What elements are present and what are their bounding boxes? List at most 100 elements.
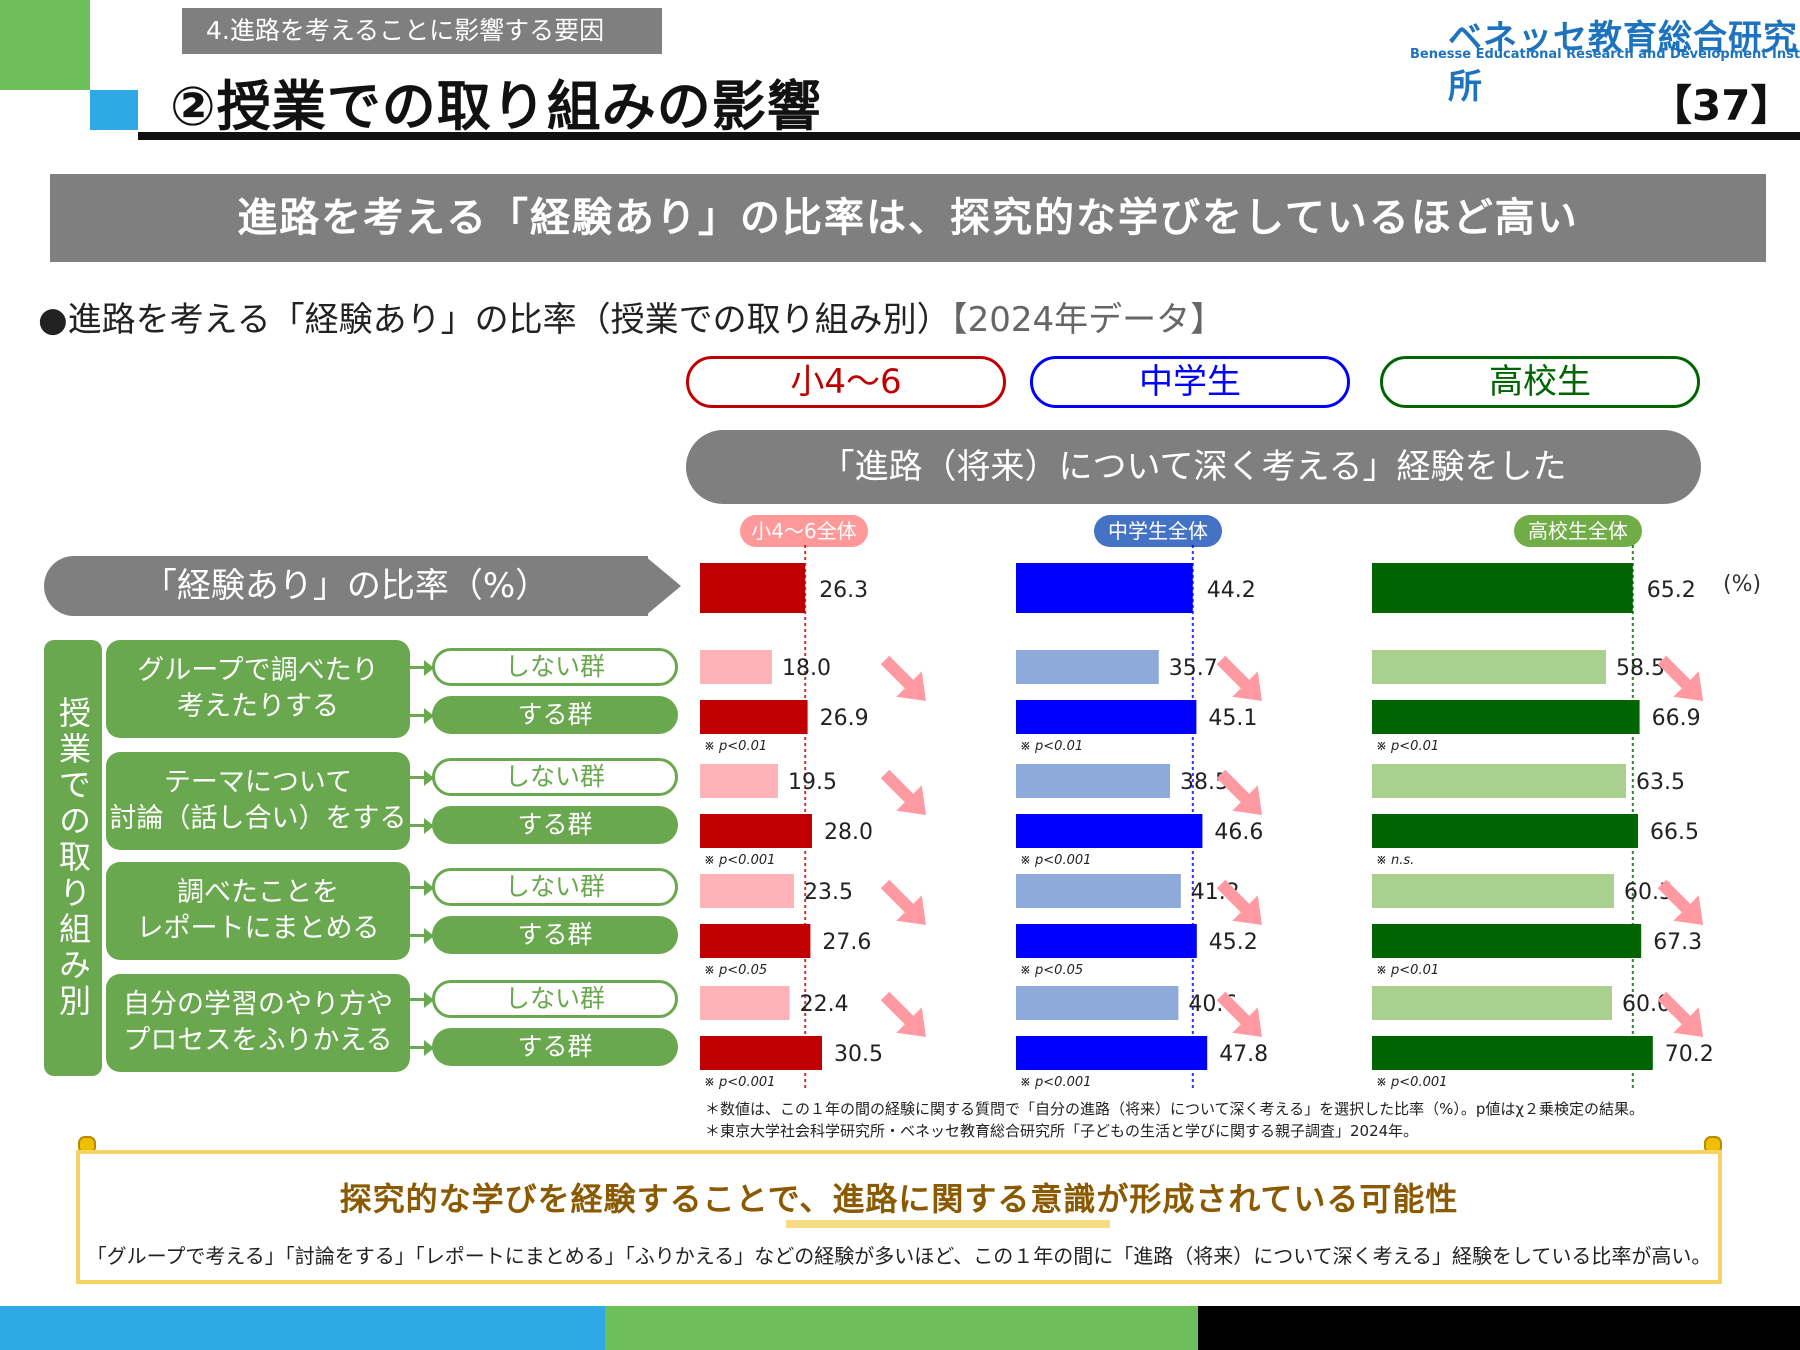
footer-bar-blue bbox=[0, 1306, 605, 1350]
yes-group-value-label: 45.2 bbox=[1209, 930, 1258, 955]
no-group-bar bbox=[700, 764, 778, 798]
trend-arrow-icon bbox=[1216, 655, 1263, 702]
footer-bar-black bbox=[1198, 1306, 1800, 1350]
trend-arrow-shaft bbox=[880, 879, 915, 914]
chart-subtitle-year: 【2024年データ】 bbox=[950, 300, 1225, 340]
connector-arrow-icon bbox=[424, 992, 434, 1008]
rate-arrow-icon bbox=[645, 556, 681, 616]
no-group-bar bbox=[1016, 986, 1179, 1020]
trend-arrow-icon bbox=[1657, 991, 1704, 1038]
no-group-value-label: 35.7 bbox=[1169, 656, 1218, 681]
overall-bar bbox=[1372, 563, 1633, 613]
significance-label: ※ p<0.05 bbox=[1020, 963, 1083, 978]
connector-line bbox=[410, 998, 434, 1001]
page-number: 【37】 bbox=[1650, 81, 1793, 130]
conclusion-box: 探究的な学びを経験することで、進路に関する意識が形成されている可能性 「グループ… bbox=[76, 1150, 1722, 1284]
trend-arrow-head bbox=[1673, 895, 1704, 926]
logo-text-jp: ベネッセ教育総合研究所 bbox=[1448, 18, 1798, 107]
section-tag: 4.進路を考えることに影響する要因 bbox=[182, 8, 662, 54]
yes-group-bar bbox=[700, 700, 808, 734]
yes-group-bar bbox=[1372, 700, 1640, 734]
grade-header-junior-high: 中学生 bbox=[1030, 356, 1350, 408]
connector-arrow-icon bbox=[424, 880, 434, 896]
yes-group-bar bbox=[1016, 1036, 1208, 1070]
trend-arrow-shaft bbox=[1216, 655, 1251, 690]
rate-label: 「経験あり」の比率（%） bbox=[44, 556, 648, 616]
grade-header-high-school: 高校生 bbox=[1380, 356, 1700, 408]
significance-label: ※ p<0.001 bbox=[1376, 1075, 1447, 1090]
no-group-value-label: 58.5 bbox=[1616, 656, 1665, 681]
significance-label: ※ p<0.05 bbox=[704, 963, 767, 978]
yes-group-bar bbox=[700, 814, 812, 848]
yes-group-bar bbox=[700, 1036, 822, 1070]
no-group-bar bbox=[1372, 764, 1626, 798]
group-no-label: しない群 bbox=[432, 980, 678, 1018]
connector-line bbox=[410, 776, 434, 779]
conclusion-headline: 探究的な学びを経験することで、進路に関する意識が形成されている可能性 bbox=[339, 1180, 1459, 1218]
title-underline bbox=[138, 132, 1800, 140]
no-group-value-label: 22.4 bbox=[800, 992, 849, 1017]
trend-arrow-head bbox=[896, 785, 927, 816]
trend-arrow-icon bbox=[880, 769, 927, 816]
trend-arrow-head bbox=[1232, 785, 1263, 816]
significance-label: ※ p<0.01 bbox=[1376, 963, 1439, 978]
yes-group-bar bbox=[1016, 924, 1197, 958]
significance-label: ※ p<0.001 bbox=[704, 1075, 775, 1090]
unit-label: (%) bbox=[1723, 572, 1762, 597]
page-title: ②授業での取り組みの影響 bbox=[170, 75, 822, 138]
connector-arrow-icon bbox=[424, 660, 434, 676]
yes-group-value-label: 28.0 bbox=[824, 820, 873, 845]
group-yes-label: する群 bbox=[432, 696, 678, 734]
footnotes: ＊数値は、この１年の間の経験に関する質問で「自分の進路（将来）について深く考える… bbox=[705, 1098, 1644, 1142]
significance-label: ※ p<0.001 bbox=[1020, 1075, 1091, 1090]
conclusion-body: 「グループで考える」「討論をする」「レポートにまとめる」「ふりかえる」などの経験… bbox=[86, 1244, 1712, 1268]
corner-decoration-blue bbox=[90, 90, 138, 130]
headline-banner: 進路を考える「経験あり」の比率は、探究的な学びをしているほど高い bbox=[50, 174, 1766, 262]
connector-arrow-icon bbox=[424, 818, 434, 834]
yes-group-bar bbox=[700, 924, 811, 958]
overall-bar bbox=[1016, 563, 1193, 613]
trend-arrow-shaft bbox=[880, 655, 915, 690]
no-group-bar bbox=[1016, 874, 1181, 908]
overall-value-label: 26.3 bbox=[819, 578, 868, 603]
group-no-label: しない群 bbox=[432, 648, 678, 686]
item-report: 調べたことを レポートにまとめる bbox=[106, 862, 410, 960]
connector-line bbox=[410, 1046, 434, 1049]
yes-group-value-label: 66.5 bbox=[1650, 820, 1699, 845]
group-yes-label: する群 bbox=[432, 1028, 678, 1066]
trend-arrow-head bbox=[1673, 671, 1704, 702]
item-discussion: テーマについて 討論（話し合い）をする bbox=[106, 752, 410, 850]
overall-tag-elementary: 小4～6全体 bbox=[740, 515, 868, 547]
no-group-bar bbox=[700, 986, 790, 1020]
chart-subtitle-text: ●進路を考える「経験あり」の比率（授業での取り組み別） bbox=[38, 300, 951, 340]
significance-label: ※ p<0.01 bbox=[1020, 739, 1083, 754]
trend-arrow-shaft bbox=[880, 769, 915, 804]
connector-line bbox=[410, 824, 434, 827]
significance-label: ※ p<0.01 bbox=[704, 739, 767, 754]
overall-value-label: 65.2 bbox=[1647, 578, 1696, 603]
trend-arrow-head bbox=[1232, 1007, 1263, 1038]
trend-arrow-icon bbox=[1216, 879, 1263, 926]
connector-line bbox=[410, 714, 434, 717]
group-yes-label: する群 bbox=[432, 806, 678, 844]
footer-bar-green bbox=[605, 1306, 1198, 1350]
no-group-bar bbox=[1016, 650, 1159, 684]
trend-arrow-icon bbox=[1216, 769, 1263, 816]
connector-arrow-icon bbox=[424, 1040, 434, 1056]
connector-line bbox=[410, 934, 434, 937]
yes-group-value-label: 47.8 bbox=[1219, 1042, 1268, 1067]
yes-group-bar bbox=[1016, 814, 1203, 848]
yes-group-value-label: 70.2 bbox=[1665, 1042, 1714, 1067]
yes-group-bar bbox=[1372, 924, 1642, 958]
no-group-bar bbox=[700, 874, 794, 908]
trend-arrow-icon bbox=[880, 991, 927, 1038]
significance-label: ※ p<0.001 bbox=[1020, 853, 1091, 868]
overall-tag-junior-high: 中学生全体 bbox=[1094, 515, 1222, 547]
connector-line bbox=[410, 666, 434, 669]
connector-line bbox=[410, 886, 434, 889]
significance-label: ※ p<0.01 bbox=[1376, 739, 1439, 754]
trend-arrow-shaft bbox=[880, 991, 915, 1026]
trend-arrow-shaft bbox=[1216, 879, 1251, 914]
overall-bar bbox=[700, 563, 806, 613]
